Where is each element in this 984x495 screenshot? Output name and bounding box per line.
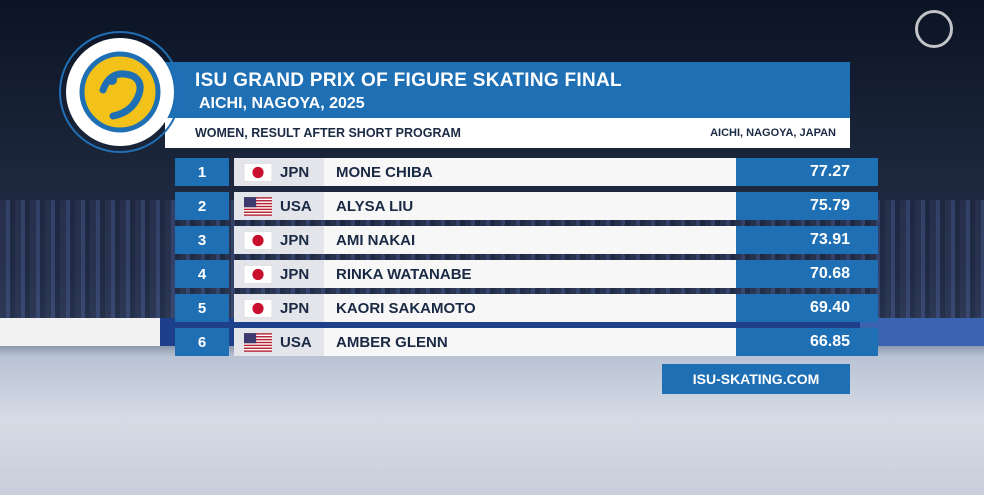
flag bbox=[244, 333, 272, 352]
nation: JPN bbox=[234, 158, 330, 186]
skater-name: MONE CHIBA bbox=[324, 158, 747, 186]
channel-logo bbox=[915, 10, 953, 48]
rank: 3 bbox=[175, 226, 229, 254]
nation: USA bbox=[234, 192, 330, 220]
nation: JPN bbox=[234, 294, 330, 322]
nation: JPN bbox=[234, 226, 330, 254]
score: 70.68 bbox=[736, 260, 878, 288]
score: 69.40 bbox=[736, 294, 878, 322]
skater-name: AMBER GLENN bbox=[324, 328, 747, 356]
nation-code: JPN bbox=[280, 299, 310, 317]
score: 66.85 bbox=[736, 328, 878, 356]
skater-name: AMI NAKAI bbox=[324, 226, 747, 254]
flag bbox=[244, 163, 272, 182]
rank: 4 bbox=[175, 260, 229, 288]
nation-code: JPN bbox=[280, 265, 310, 283]
score: 73.91 bbox=[736, 226, 878, 254]
rank: 5 bbox=[175, 294, 229, 322]
rank: 2 bbox=[175, 192, 229, 220]
rank: 6 bbox=[175, 328, 229, 356]
nation: JPN bbox=[234, 260, 330, 288]
isu-logo bbox=[59, 31, 181, 153]
score: 77.27 bbox=[736, 158, 878, 186]
skater-name: KAORI SAKAMOTO bbox=[324, 294, 747, 322]
skater-name: RINKA WATANABE bbox=[324, 260, 747, 288]
website-url: ISU-SKATING.COM bbox=[662, 364, 850, 394]
flag bbox=[244, 299, 272, 318]
nation-code: USA bbox=[280, 333, 312, 351]
rank: 1 bbox=[175, 158, 229, 186]
flag bbox=[244, 265, 272, 284]
nation-code: JPN bbox=[280, 231, 310, 249]
subtitle: AICHI, NAGOYA, 2025 bbox=[199, 95, 365, 112]
title-bar: ISU GRAND PRIX OF FIGURE SKATING FINAL A… bbox=[165, 62, 850, 118]
nation: USA bbox=[234, 328, 330, 356]
score: 75.79 bbox=[736, 192, 878, 220]
nation-code: USA bbox=[280, 197, 312, 215]
event: WOMEN, RESULT AFTER SHORT PROGRAM bbox=[195, 126, 461, 140]
skater-name: ALYSA LIU bbox=[324, 192, 747, 220]
title: ISU GRAND PRIX OF FIGURE SKATING FINAL bbox=[195, 70, 622, 91]
flag bbox=[244, 197, 272, 216]
nation-code: JPN bbox=[280, 163, 310, 181]
subheader: WOMEN, RESULT AFTER SHORT PROGRAM AICHI,… bbox=[165, 118, 850, 148]
location: AICHI, NAGOYA, JAPAN bbox=[710, 127, 836, 139]
flag bbox=[244, 231, 272, 250]
